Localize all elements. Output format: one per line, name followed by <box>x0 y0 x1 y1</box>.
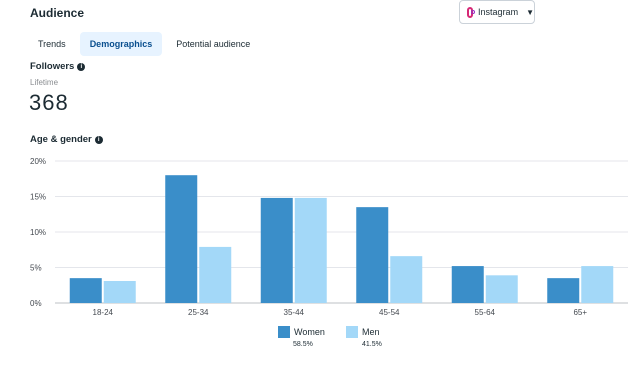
bar-women-25-34 <box>165 175 198 303</box>
caret-down-icon: ▼ <box>526 7 534 17</box>
info-icon[interactable]: i <box>77 62 86 71</box>
y-tick-label: 15% <box>30 193 46 202</box>
bar-men-65+ <box>581 266 614 303</box>
legend-label-men: Men <box>362 327 380 337</box>
followers-heading: Followers i <box>30 61 86 72</box>
tab-bar: Trends Demographics Potential audience <box>28 32 264 56</box>
bar-women-45-54 <box>356 207 389 303</box>
age-gender-label: Age & gender <box>30 134 92 145</box>
bar-women-35-44 <box>260 197 293 303</box>
age-gender-heading: Age & gender i <box>30 134 103 145</box>
legend-swatch-men <box>346 326 358 338</box>
bar-men-35-44 <box>294 197 327 303</box>
bar-men-25-34 <box>199 246 232 303</box>
bar-men-55-64 <box>485 275 518 303</box>
platform-select-value: Instagram <box>478 7 519 17</box>
bar-men-18-24 <box>103 280 136 303</box>
info-icon[interactable]: i <box>94 135 103 144</box>
y-tick-label: 20% <box>30 157 46 166</box>
y-tick-label: 5% <box>30 264 42 273</box>
page-title: Audience <box>30 6 85 20</box>
followers-count: 368 <box>29 90 69 115</box>
bar-women-18-24 <box>69 278 102 303</box>
followers-label: Followers <box>30 61 75 72</box>
x-tick-label: 35-44 <box>284 308 305 317</box>
bar-women-65+ <box>547 278 580 303</box>
followers-period: Lifetime <box>30 78 59 87</box>
legend-share-men: 41.5% <box>362 341 382 348</box>
platform-select[interactable]: Instagram ▼ <box>459 0 535 24</box>
legend-label-women: Women <box>294 327 325 337</box>
legend-share-women: 58.5% <box>293 341 313 348</box>
bar-men-45-54 <box>390 256 423 303</box>
tab-potential-audience[interactable]: Potential audience <box>176 39 251 49</box>
legend-swatch-women <box>278 326 290 338</box>
bar-women-55-64 <box>451 266 484 303</box>
y-tick-label: 10% <box>30 228 46 237</box>
x-tick-label: 65+ <box>573 308 587 317</box>
tab-demographics[interactable]: Demographics <box>79 32 163 56</box>
y-tick-label: 0% <box>30 299 42 308</box>
chart-legend: Women 58.5% Men 41.5% <box>0 324 628 354</box>
instagram-icon <box>467 6 475 18</box>
tab-trends[interactable]: Trends <box>38 39 66 49</box>
x-tick-label: 25-34 <box>188 308 209 317</box>
x-tick-label: 55-64 <box>475 308 496 317</box>
x-tick-label: 45-54 <box>379 308 400 317</box>
x-tick-label: 18-24 <box>93 308 114 317</box>
